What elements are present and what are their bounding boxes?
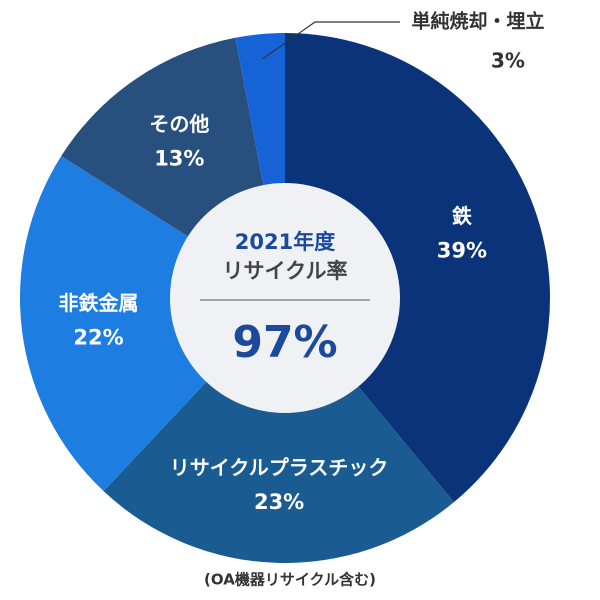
slice — [20, 156, 286, 492]
center-circle — [170, 183, 400, 413]
center-title: 2021年度 — [235, 230, 335, 254]
footnote: (OA機器リサイクル含む) — [204, 571, 376, 589]
slice — [103, 298, 454, 563]
value-label: 3% — [491, 49, 525, 73]
slice-label: 鉄 — [452, 204, 472, 228]
center-value: 97% — [232, 317, 337, 368]
value-label: 23% — [254, 490, 304, 514]
slice-label: 単純焼却・埋立 — [411, 10, 544, 33]
value-label: 22% — [73, 326, 123, 350]
slice — [285, 33, 550, 503]
value-label: 13% — [154, 147, 204, 171]
leader-line — [262, 21, 400, 60]
slice-label: その他 — [149, 112, 209, 136]
value-label: 39% — [437, 238, 487, 262]
center-title: リサイクル率 — [223, 259, 348, 283]
slice-label: 非鉄金属 — [58, 291, 138, 315]
slice-label: リサイクルプラスチック — [170, 455, 389, 479]
